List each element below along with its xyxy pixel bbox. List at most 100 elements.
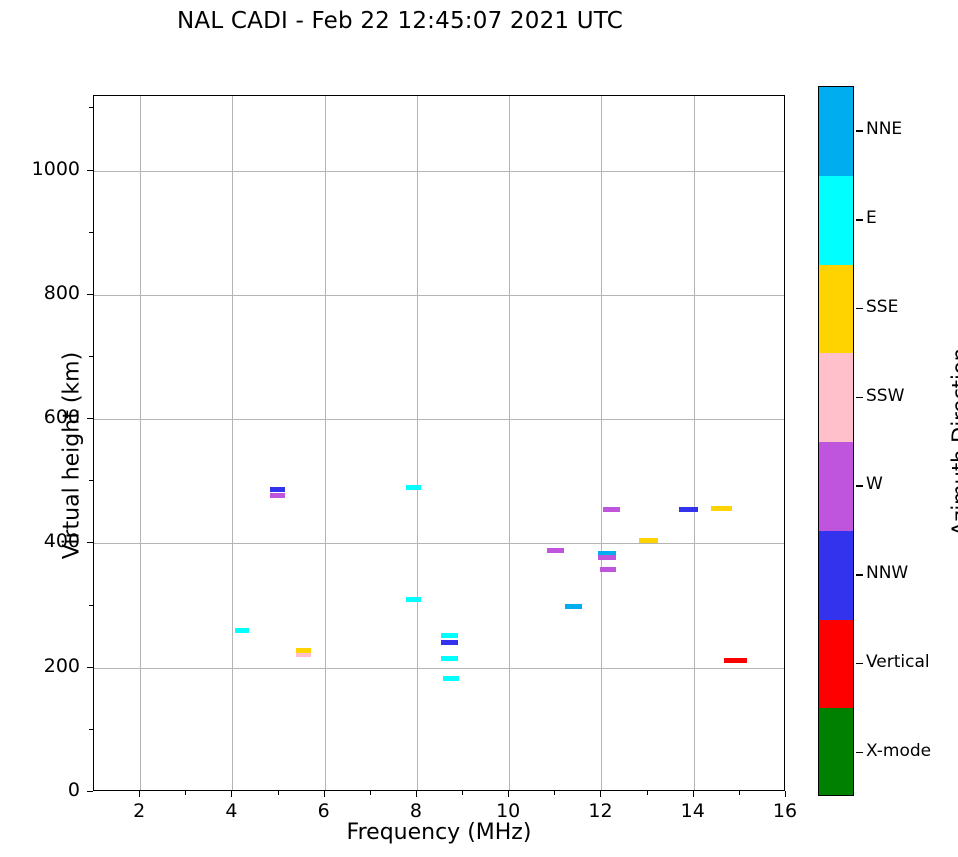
data-point-e xyxy=(440,655,458,661)
y-axis-tick-major xyxy=(87,666,93,668)
colorbar-segment-ssw xyxy=(819,353,853,442)
data-point-w xyxy=(598,555,616,561)
y-axis-tick-major xyxy=(87,542,93,544)
data-point-sse xyxy=(295,647,312,653)
data-point-nnw xyxy=(269,487,286,493)
data-point-e xyxy=(405,596,421,602)
gridline-horizontal xyxy=(94,170,784,172)
y-axis-tick-label: 400 xyxy=(43,530,80,553)
x-axis-tick-label: 2 xyxy=(133,800,146,822)
gridline-vertical xyxy=(509,96,511,790)
y-axis-tick-minor xyxy=(89,480,93,482)
data-point-w xyxy=(603,506,621,512)
x-axis-tick-major xyxy=(600,791,602,797)
x-axis-tick-major xyxy=(415,791,417,797)
y-axis-tick-minor xyxy=(89,231,93,233)
gridline-horizontal xyxy=(94,419,784,421)
gridline-horizontal xyxy=(94,294,784,296)
y-axis-tick-minor xyxy=(89,604,93,606)
x-axis-tick-minor xyxy=(646,791,648,795)
x-axis-tick-label: 6 xyxy=(317,800,330,822)
x-axis-tick-major xyxy=(231,791,233,797)
colorbar-segment-sse xyxy=(819,264,853,354)
data-point-e xyxy=(440,632,458,638)
colorbar-segment-e xyxy=(819,175,853,265)
y-axis-tick-major xyxy=(87,169,93,171)
x-axis-tick-minor xyxy=(369,791,371,795)
colorbar-label-w: W xyxy=(866,474,883,495)
x-axis-tick-major xyxy=(692,791,694,797)
colorbar-label-e: E xyxy=(866,208,877,229)
colorbar-segment-nnw xyxy=(819,530,853,620)
gridline-vertical xyxy=(140,96,142,790)
x-axis-tick-label: 16 xyxy=(772,800,798,822)
gridline-vertical xyxy=(232,96,234,790)
x-axis-tick-minor xyxy=(738,791,740,795)
colorbar-tick xyxy=(856,662,863,665)
colorbar-segment-x-mode xyxy=(819,708,853,795)
x-axis-tick-major xyxy=(508,791,510,797)
x-axis-tick-major xyxy=(323,791,325,797)
x-axis-tick-label: 12 xyxy=(588,800,613,822)
data-point-sse xyxy=(711,505,732,511)
x-axis-tick-label: 14 xyxy=(680,800,705,822)
page-title: NAL CADI - Feb 22 12:45:07 2021 UTC xyxy=(177,8,623,34)
y-axis-tick-major xyxy=(87,293,93,295)
gridline-horizontal xyxy=(94,667,784,669)
colorbar-tick xyxy=(856,219,863,221)
y-axis-tick-major xyxy=(87,791,93,792)
data-point-nnw xyxy=(440,640,458,646)
colorbar-tick xyxy=(856,574,863,576)
y-axis-tick-minor xyxy=(89,107,93,109)
colorbar-label-x-mode: X-mode xyxy=(866,740,932,761)
colorbar-title: Azimuth Direction xyxy=(948,347,958,537)
x-axis-tick-minor xyxy=(185,791,187,795)
y-axis-tick-minor xyxy=(89,728,93,730)
x-axis-tick-minor xyxy=(462,791,464,795)
colorbar-label-sse: SSE xyxy=(866,296,899,317)
colorbar-label-ssw: SSW xyxy=(866,385,905,406)
colorbar xyxy=(818,86,854,796)
colorbar-tick xyxy=(856,130,863,132)
gridline-vertical xyxy=(601,96,603,790)
data-point-w xyxy=(269,493,286,499)
data-point-vertical xyxy=(723,658,747,664)
x-axis-tick-major xyxy=(785,791,786,797)
gridline-vertical xyxy=(324,96,326,790)
colorbar-segment-vertical xyxy=(819,619,853,709)
colorbar-segment-w xyxy=(819,442,853,531)
data-point-e xyxy=(443,676,459,682)
colorbar-tick xyxy=(856,396,863,399)
x-axis-tick-major xyxy=(139,791,141,797)
y-axis-tick-label: 0 xyxy=(67,779,80,801)
y-axis-tick-label: 1000 xyxy=(31,157,80,180)
y-axis-tick-minor xyxy=(89,356,93,357)
data-point-nne xyxy=(565,604,583,610)
data-point-ssw xyxy=(295,651,312,657)
data-point-nne xyxy=(598,550,616,556)
gridline-horizontal xyxy=(94,543,784,545)
x-axis-tick-label: 4 xyxy=(225,800,238,822)
data-point-w xyxy=(546,548,564,554)
gridline-vertical xyxy=(416,96,418,790)
y-axis-tick-major xyxy=(87,418,93,420)
plot-area xyxy=(93,95,785,791)
data-point-e xyxy=(405,485,421,490)
colorbar-label-nnw: NNW xyxy=(866,563,909,584)
x-axis-tick-minor xyxy=(554,791,556,795)
y-axis-tick-label: 600 xyxy=(43,406,80,429)
y-axis-tick-label: 200 xyxy=(43,654,80,677)
colorbar-label-nne: NNE xyxy=(866,119,903,140)
x-axis-label: Frequency (MHz) xyxy=(346,820,532,845)
colorbar-segment-nne xyxy=(819,87,853,176)
y-axis-tick-label: 800 xyxy=(43,281,80,304)
x-axis-tick-label: 8 xyxy=(409,800,422,822)
x-axis-tick-minor xyxy=(277,791,279,795)
data-point-e xyxy=(235,627,249,633)
data-point-w xyxy=(600,567,616,573)
colorbar-tick xyxy=(856,751,863,754)
colorbar-label-vertical: Vertical xyxy=(866,651,930,672)
colorbar-tick xyxy=(856,307,863,310)
gridline-vertical xyxy=(693,96,695,790)
data-point-sse xyxy=(639,537,658,543)
